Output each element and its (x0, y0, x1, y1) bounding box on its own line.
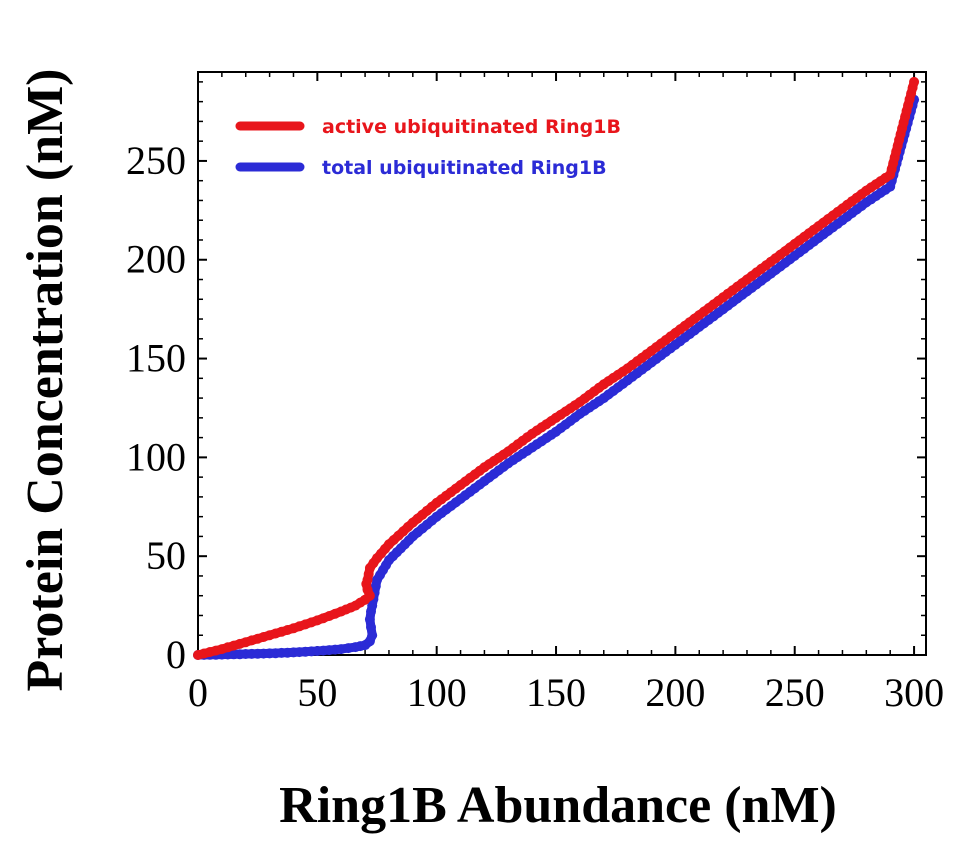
y-tick-label: 100 (126, 434, 186, 479)
x-tick-label: 250 (765, 670, 825, 715)
x-axis-title: Ring1B Abundance (nM) (279, 777, 837, 834)
legend-label-active: active ubiquitinated Ring1B (322, 116, 621, 138)
y-axis-title: Protein Concentration (nM) (17, 69, 74, 692)
x-tick-label: 100 (407, 670, 467, 715)
series-0 (193, 76, 920, 660)
x-tick-label: 0 (188, 670, 208, 715)
series-group (193, 76, 920, 660)
data-point (367, 630, 378, 641)
x-tick-label: 50 (297, 670, 337, 715)
legend: active ubiquitinated Ring1B total ubiqui… (235, 116, 621, 179)
y-tick-label: 50 (146, 533, 186, 578)
data-point (366, 622, 376, 633)
data-point (909, 76, 920, 87)
legend-label-total: total ubiquitinated Ring1B (322, 157, 607, 179)
x-tick-label: 300 (884, 670, 944, 715)
plot-frame (197, 71, 927, 656)
y-tick-label: 200 (126, 237, 186, 282)
series-1 (193, 94, 920, 660)
y-tick-label: 150 (126, 336, 186, 381)
data-point (364, 614, 375, 625)
tick-group: 0 50 100 150 200 250 300 0 50 100 150 200 250 (126, 72, 944, 715)
x-tick-label: 200 (645, 670, 705, 715)
y-tick-label: 250 (126, 138, 186, 183)
x-tick-label: 150 (526, 670, 586, 715)
series-line (193, 95, 919, 660)
y-tick-label: 0 (166, 632, 186, 677)
